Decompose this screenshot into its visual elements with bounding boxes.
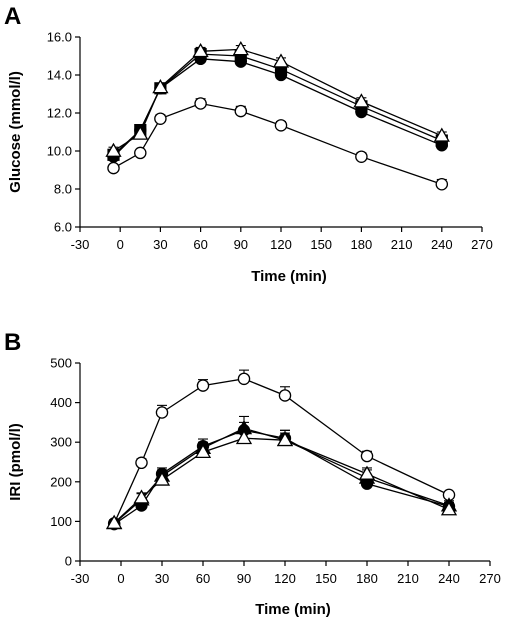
glucose-y-tick-label: 8.0	[54, 182, 72, 197]
glucose-x-tick-label: 120	[270, 237, 292, 252]
glucose-point-open-triangle	[272, 53, 290, 68]
glucose-point-open-triangle	[232, 41, 249, 56]
iri-y-tick-label: 100	[50, 514, 72, 529]
iri-x-tick-label: 0	[117, 571, 124, 586]
iri-y-axis-title: IRI (pmol/l)	[7, 423, 24, 501]
iri-x-axis-title: Time (min)	[255, 601, 331, 618]
glucose-x-tick-label: 270	[471, 237, 493, 252]
iri-y-tick-label: 500	[50, 356, 72, 371]
iri-chart: 0 100 200 300 400 500 -30 0 30 60 90 120 150 180 210 24…	[7, 356, 501, 619]
iri-x-tick-label: 90	[237, 571, 251, 586]
iri-point-open-triangle	[358, 465, 376, 480]
glucose-x-tick-label: 0	[117, 237, 124, 252]
iri-series-open-circle	[107, 369, 456, 530]
iri-point-open-triangle	[153, 471, 171, 486]
panel-letter-b: B	[4, 329, 21, 356]
iri-x-tick-label: 30	[155, 571, 169, 586]
glucose-x-tick-label: 210	[391, 237, 413, 252]
glucose-chart: 6.0 8.0 10.0 12.0 14.0 16.0 -30 0 30 60 90 120 150 18…	[7, 30, 493, 286]
glucose-point-open-triangle	[105, 142, 122, 157]
iri-y-tick-label: 400	[50, 395, 72, 410]
iri-point-open-triangle	[106, 514, 123, 529]
iri-point-open-circle	[196, 379, 210, 392]
iri-point-open-triangle	[194, 443, 212, 459]
iri-series-line	[113, 378, 450, 524]
iri-point-open-circle	[237, 372, 251, 386]
glucose-point-open-circle	[435, 177, 449, 191]
glucose-point-open-circle	[194, 97, 207, 110]
iri-point-open-triangle	[440, 501, 458, 516]
iri-x-tick-label: 120	[274, 571, 296, 586]
glucose-x-tick-label: 30	[153, 237, 167, 252]
glucose-point-open-circle	[274, 119, 288, 132]
glucose-y-tick-label: 6.0	[54, 220, 72, 235]
iri-point-open-circle	[135, 456, 148, 470]
glucose-x-tick-label: 90	[234, 237, 248, 252]
iri-point-open-circle	[155, 406, 169, 419]
iri-point-open-triangle	[276, 431, 294, 447]
iri-series-open-triangle	[106, 429, 458, 529]
iri-y-tick-label: 0	[65, 554, 72, 569]
iri-point-open-circle	[360, 449, 374, 463]
glucose-y-tick-label: 16.0	[47, 30, 72, 45]
glucose-point-open-triangle	[433, 127, 450, 142]
glucose-point-open-triangle	[132, 125, 149, 140]
iri-y-tick-label: 300	[50, 435, 72, 450]
glucose-y-tick-label: 14.0	[47, 68, 72, 83]
glucose-point-open-triangle	[353, 93, 370, 108]
glucose-point-open-circle	[154, 112, 167, 125]
glucose-point-open-circle	[134, 146, 147, 160]
glucose-point-open-circle	[355, 150, 368, 163]
glucose-x-tick-label: 60	[193, 237, 207, 252]
iri-point-open-triangle	[133, 489, 150, 504]
glucose-y-tick-label: 12.0	[47, 106, 72, 121]
glucose-x-tick-label: 240	[431, 237, 453, 252]
glucose-series-open-triangle	[105, 41, 450, 157]
iri-point-open-circle	[278, 389, 292, 402]
iri-x-tick-label: 60	[196, 571, 210, 586]
iri-x-tick-label: 210	[397, 571, 419, 586]
iri-point-open-triangle	[235, 429, 253, 445]
iri-x-tick-label: 240	[438, 571, 460, 586]
iri-series-line	[113, 437, 450, 524]
glucose-y-tick-label: 10.0	[47, 144, 72, 159]
glucose-x-tick-label: -30	[71, 237, 90, 252]
iri-x-tick-label: 150	[315, 571, 337, 586]
iri-x-tick-label: -30	[71, 571, 90, 586]
glucose-series-line	[113, 48, 443, 152]
glucose-y-axis-title: Glucose (mmol/l)	[7, 71, 24, 193]
glucose-point-open-triangle	[192, 42, 209, 58]
glucose-series-line	[113, 53, 443, 156]
iri-x-tick-label: 180	[356, 571, 378, 586]
panel-letter-a: A	[4, 3, 21, 30]
glucose-x-tick-label: 150	[310, 237, 332, 252]
glucose-point-open-circle	[234, 104, 248, 118]
glucose-series-open-circle	[107, 97, 449, 191]
iri-x-tick-label: 270	[479, 571, 501, 586]
iri-y-tick-label: 200	[50, 474, 72, 489]
glucose-x-axis-title: Time (min)	[251, 268, 327, 285]
glucose-x-tick-label: 180	[351, 237, 373, 252]
glucose-point-open-triangle	[152, 79, 169, 94]
glucose-point-open-circle	[107, 161, 120, 175]
glucose-series-line	[113, 102, 443, 185]
